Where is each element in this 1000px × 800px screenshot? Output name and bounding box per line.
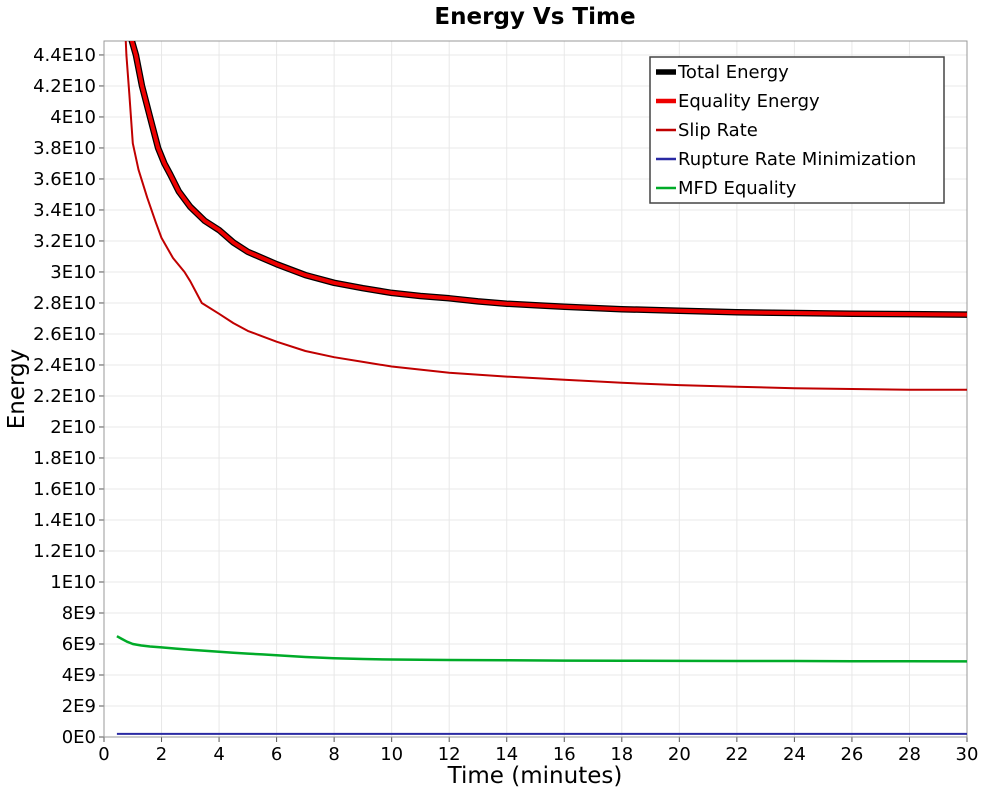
legend-label-mfd-equality: MFD Equality — [678, 178, 797, 199]
legend-box — [649, 56, 945, 204]
y-tick-label: 1.2E10 — [33, 541, 96, 562]
y-tick-label: 8E9 — [62, 603, 96, 624]
y-tick-label: 1.8E10 — [33, 448, 96, 469]
y-tick-label: 1.4E10 — [33, 510, 96, 531]
x-tick-label: 20 — [668, 744, 691, 765]
y-tick-label: 2E9 — [62, 696, 96, 717]
y-tick-label: 2E10 — [50, 417, 96, 438]
legend-label-equality-energy: Equality Energy — [678, 91, 820, 112]
series-lines — [116, 41, 967, 735]
y-tick-label: 1E10 — [50, 572, 96, 593]
legend-label-rupture-rate-minimization: Rupture Rate Minimization — [678, 149, 916, 170]
axis-ticks-and-labels: 0 2 4 6 8 10 12 14 16 18 20 22 24 26 28 300E02E94E96E98… — [33, 45, 978, 765]
x-tick-label: 0 — [98, 744, 109, 765]
y-tick-label: 3.8E10 — [33, 138, 96, 159]
series-line-1 — [129, 41, 967, 317]
x-tick-label: 22 — [725, 744, 748, 765]
x-tick-label: 4 — [213, 744, 224, 765]
x-tick-label: 18 — [610, 744, 633, 765]
y-tick-label: 4E9 — [62, 665, 96, 686]
x-tick-label: 30 — [956, 744, 979, 765]
legend: Total Energy Equality Energy Slip Rate R… — [649, 56, 945, 204]
x-tick-label: 16 — [553, 744, 576, 765]
y-tick-label: 4E10 — [50, 107, 96, 128]
y-tick-label: 3E10 — [50, 262, 96, 283]
chart-title: Energy Vs Time — [434, 4, 635, 30]
x-tick-label: 10 — [380, 744, 403, 765]
y-tick-label: 3.6E10 — [33, 169, 96, 190]
series-line-4 — [116, 635, 967, 663]
y-tick-label: 3.2E10 — [33, 231, 96, 252]
y-tick-label: 2.6E10 — [33, 324, 96, 345]
x-tick-label: 26 — [840, 744, 863, 765]
y-tick-label: 4.4E10 — [33, 45, 96, 66]
y-tick-label: 6E9 — [62, 634, 96, 655]
y-axis-title: Energy — [4, 349, 30, 430]
x-tick-label: 6 — [271, 744, 282, 765]
x-tick-label: 2 — [156, 744, 167, 765]
y-tick-label: 2.4E10 — [33, 355, 96, 376]
legend-label-total-energy: Total Energy — [677, 62, 789, 83]
series-line-2 — [124, 41, 967, 391]
y-tick-label: 3.4E10 — [33, 200, 96, 221]
y-tick-label: 0E0 — [62, 727, 96, 748]
x-tick-label: 14 — [495, 744, 518, 765]
legend-label-slip-rate: Slip Rate — [678, 120, 758, 141]
x-tick-label: 28 — [898, 744, 921, 765]
x-tick-label: 8 — [328, 744, 339, 765]
x-tick-label: 12 — [438, 744, 461, 765]
y-tick-label: 1.6E10 — [33, 479, 96, 500]
y-tick-label: 2.8E10 — [33, 293, 96, 314]
y-tick-label: 2.2E10 — [33, 386, 96, 407]
x-axis-title: Time (minutes) — [447, 763, 623, 789]
x-tick-label: 24 — [783, 744, 806, 765]
y-tick-label: 4.2E10 — [33, 76, 96, 97]
